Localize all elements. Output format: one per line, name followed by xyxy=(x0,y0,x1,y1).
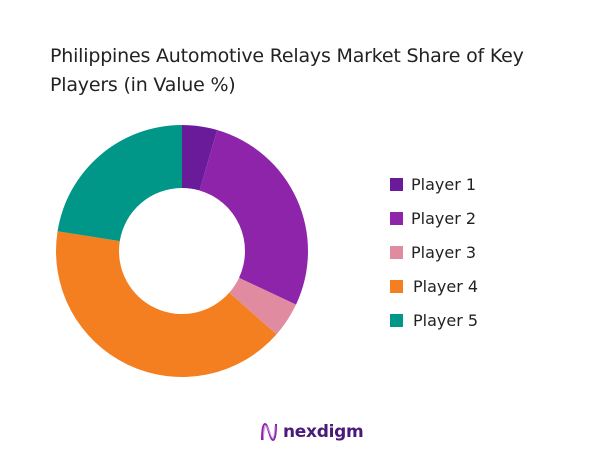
legend-label: Player 2 xyxy=(411,208,477,228)
logo-text: nexdigm xyxy=(283,422,364,442)
nexdigm-wave-logo-icon xyxy=(261,422,277,442)
legend-item-player-3: Player 3 xyxy=(390,242,476,262)
donut-slices xyxy=(55,125,308,378)
legend-swatch xyxy=(390,211,403,225)
legend-swatch xyxy=(390,279,403,293)
donut-slice-player-3 xyxy=(229,277,297,335)
legend-item-player-2: Player 2 xyxy=(390,208,476,228)
donut-slice-player-2 xyxy=(199,130,308,305)
legend-swatch xyxy=(390,177,403,191)
chart-title: Philippines Automotive Relays Market Sha… xyxy=(50,45,524,96)
legend-swatch xyxy=(390,245,403,259)
legend-item-player-5: Player 5 xyxy=(390,310,478,330)
legend-label: Player 1 xyxy=(411,174,477,194)
donut-slice-player-5 xyxy=(57,125,182,242)
legend-label: Player 5 xyxy=(413,310,479,330)
nexdigm-logo: nexdigm xyxy=(260,422,364,442)
legend-label: Player 4 xyxy=(413,276,479,296)
donut-slice-player-4 xyxy=(55,231,277,378)
legend-label: Player 3 xyxy=(411,242,477,262)
donut-slice-player-1 xyxy=(182,125,218,191)
legend-item-player-4: Player 4 xyxy=(390,276,478,296)
legend-swatch xyxy=(390,313,403,327)
legend-item-player-1: Player 1 xyxy=(390,174,476,194)
